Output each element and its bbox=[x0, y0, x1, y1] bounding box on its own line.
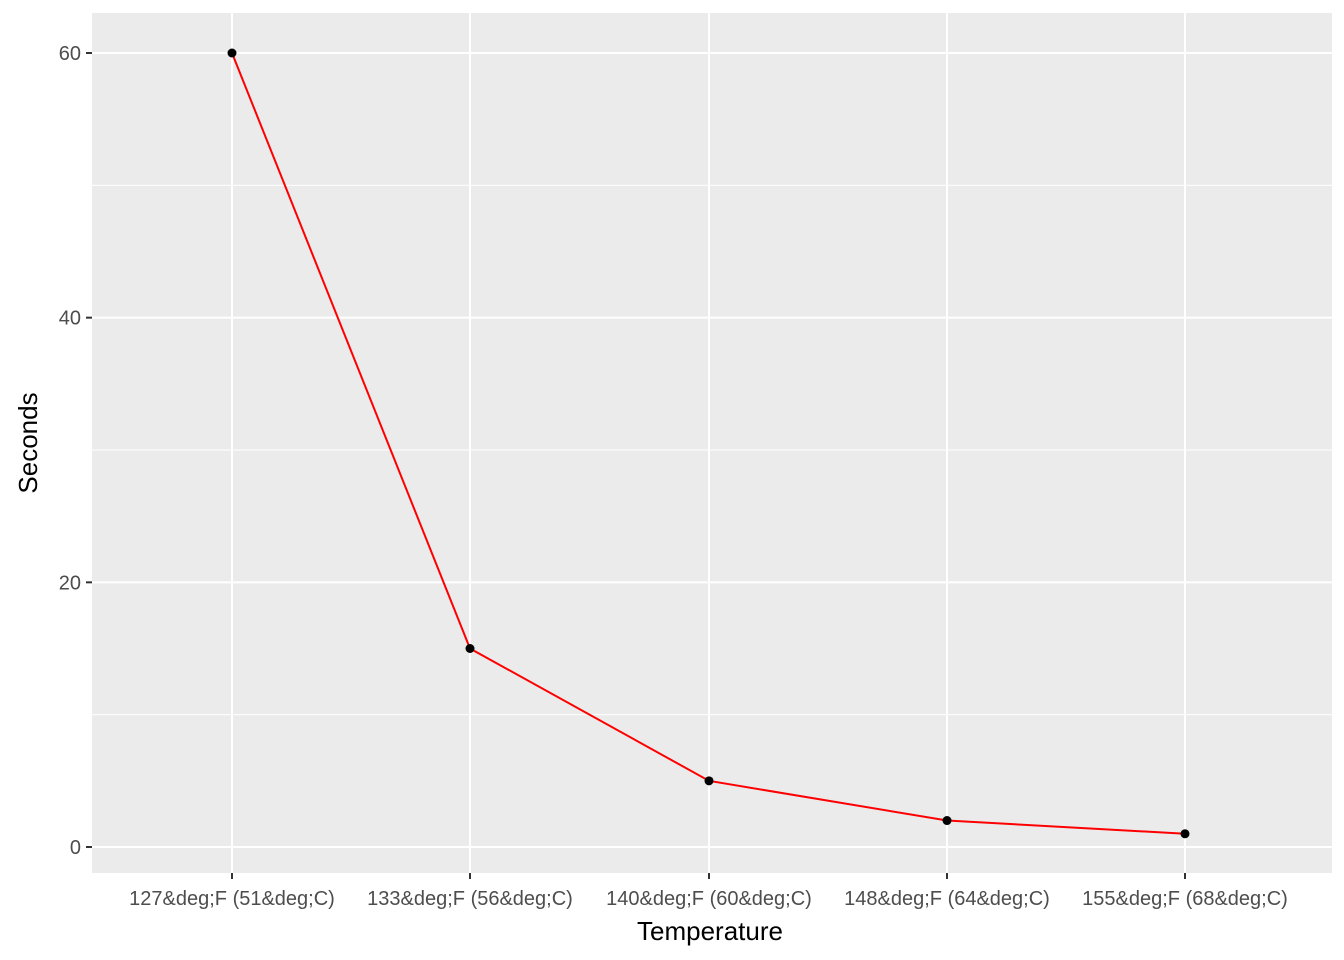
y-tick-label: 0 bbox=[70, 837, 81, 859]
y-tick-label: 20 bbox=[59, 572, 81, 594]
x-axis-ticks: 127&deg;F (51&deg;C) 133&deg;F (56&deg;C)… bbox=[129, 873, 1288, 910]
y-axis-ticks: 0 20 40 60 bbox=[59, 43, 92, 859]
series-group bbox=[227, 48, 1190, 839]
x-tick-label: 148&deg;F (64&deg;C) bbox=[844, 888, 1050, 910]
x-tick-label: 155&deg;F (68&deg;C) bbox=[1082, 888, 1288, 910]
data-point bbox=[1180, 829, 1190, 839]
data-point bbox=[704, 776, 714, 786]
x-axis-title: Temperature bbox=[637, 916, 783, 946]
plot-panel bbox=[92, 13, 1332, 873]
y-tick-label: 60 bbox=[59, 43, 81, 65]
major-gridlines bbox=[92, 13, 1332, 873]
data-point bbox=[465, 644, 475, 653]
data-point bbox=[227, 48, 237, 58]
minor-gridlines bbox=[92, 184, 1332, 716]
x-tick-label: 140&deg;F (60&deg;C) bbox=[606, 888, 812, 910]
y-axis-title: Seconds bbox=[13, 392, 43, 493]
x-tick-label: 127&deg;F (51&deg;C) bbox=[129, 888, 335, 910]
x-tick-label: 133&deg;F (56&deg;C) bbox=[367, 888, 573, 910]
y-tick-label: 40 bbox=[59, 308, 81, 330]
data-point bbox=[942, 816, 952, 826]
